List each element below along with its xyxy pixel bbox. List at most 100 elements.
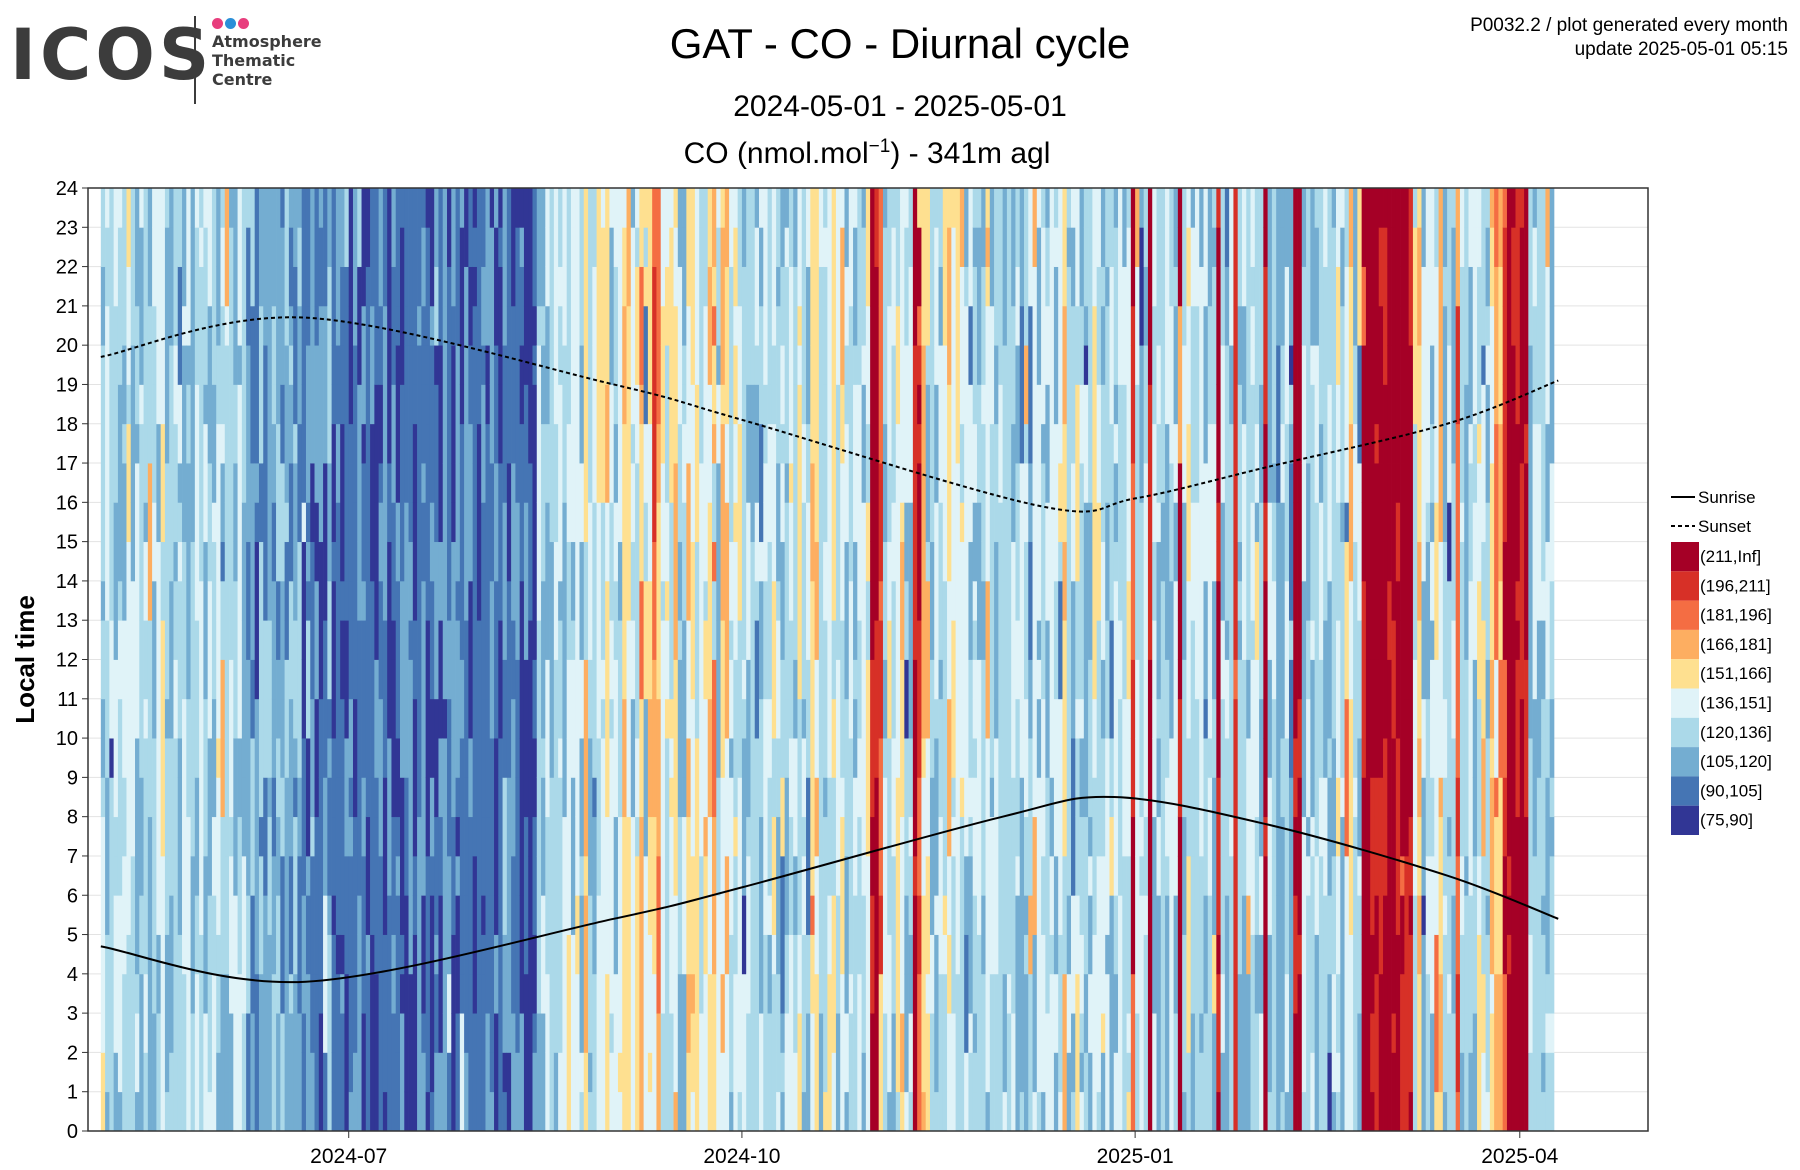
heatmap-cell [233,580,238,739]
heatmap-cell [404,305,409,346]
heatmap-cell [788,738,794,818]
heatmap-cell [929,934,935,1014]
heatmap-cell [1212,777,1217,935]
heatmap-cell [271,698,277,739]
heatmap-cell [455,580,461,621]
heatmap-cell [776,463,781,582]
heatmap-cell [1147,1052,1153,1132]
heatmap-cell [1019,463,1025,543]
heatmap-cell [1489,188,1495,228]
heatmap-cell [1126,1052,1132,1093]
heatmap-cell [1207,973,1213,1132]
heatmap-cell [1506,934,1512,975]
heatmap-cell [643,580,649,700]
legend-color-label: (90,105] [1700,781,1762,800]
heatmap-cell [1412,973,1418,1132]
heatmap-cell [882,541,888,621]
heatmap-cell [177,1052,183,1132]
heatmap-cell [558,1052,563,1132]
heatmap-cell [1327,227,1333,385]
heatmap-cell [1408,188,1414,228]
heatmap-cell [976,659,982,778]
heatmap-cell [382,463,388,621]
heatmap-cell [605,738,610,818]
heatmap-cell [797,188,803,307]
heatmap-cell [1280,227,1286,346]
heatmap-cell [293,777,298,818]
heatmap-cell [113,502,119,621]
heatmap-cell [652,973,657,1132]
heatmap-cell [882,620,888,660]
heatmap-cell [122,463,127,582]
heatmap-cell [1233,659,1239,700]
heatmap-cell [117,698,123,818]
heatmap-cell [1122,266,1127,385]
heatmap-cell [455,227,461,346]
heatmap-cell [1438,1091,1444,1132]
heatmap-cell [951,188,956,228]
heatmap-cell [1160,738,1166,896]
heatmap-cell [327,895,332,935]
heatmap-cell [553,659,559,818]
heatmap-cell [729,266,734,307]
heatmap-cell [609,738,615,896]
heatmap-cell [1237,580,1243,621]
heatmap-cell [1494,816,1499,975]
heatmap-cell [1374,659,1380,778]
heatmap-cell [1036,1013,1042,1093]
heatmap-cell [647,188,653,228]
heatmap-cell [365,620,371,739]
heatmap-cell [647,816,653,935]
heatmap-cell [1024,973,1029,1132]
heatmap-cell [1152,895,1157,1014]
heatmap-cell [305,895,311,975]
heatmap-cell [1549,1052,1555,1132]
heatmap-cell [1096,1091,1102,1132]
heatmap-cell [583,188,589,228]
heatmap-cell [395,816,401,857]
heatmap-cell [912,502,918,660]
heatmap-cell [485,1013,491,1132]
heatmap-cell [981,580,986,660]
heatmap-cell [664,855,670,1014]
heatmap-cell [1404,698,1410,739]
heatmap-cell [976,188,982,228]
heatmap-cell [335,855,341,935]
heatmap-cell [968,1013,974,1053]
heatmap-cell [981,541,986,582]
heatmap-cell [207,855,213,896]
heatmap-cell [267,620,273,700]
heatmap-cell [699,855,704,1014]
heatmap-cell [1049,777,1055,857]
heatmap-cell [417,463,422,621]
heatmap-cell [784,698,790,778]
heatmap-cell [972,266,978,425]
y-tick-label: 20 [56,335,78,357]
heatmap-cell [288,463,294,543]
heatmap-cell [378,1013,384,1132]
heatmap-cell [1259,423,1264,503]
heatmap-cell [1271,463,1277,503]
heatmap-cell [1519,463,1525,503]
heatmap-cell [1361,777,1367,935]
heatmap-cell [818,895,824,1014]
heatmap-cell [152,816,157,935]
heatmap-cell [1365,1091,1371,1132]
heatmap-cell [348,580,354,700]
heatmap-cell [293,266,298,425]
heatmap-cell [570,305,576,464]
heatmap-cell [716,384,721,464]
heatmap-cell [301,1013,307,1053]
heatmap-cell [1002,816,1008,975]
heatmap-cell [844,423,850,543]
heatmap-cell [1532,384,1538,425]
heatmap-cell [1524,1091,1529,1132]
heatmap-cell [327,463,332,582]
heatmap-cell [1357,895,1362,1014]
heatmap-cell [1459,188,1465,267]
heatmap-cell [464,1052,469,1132]
heatmap-cell [1344,698,1350,857]
heatmap-cell [878,973,884,1132]
heatmap-cell [143,698,149,739]
heatmap-cell [1481,973,1486,1053]
